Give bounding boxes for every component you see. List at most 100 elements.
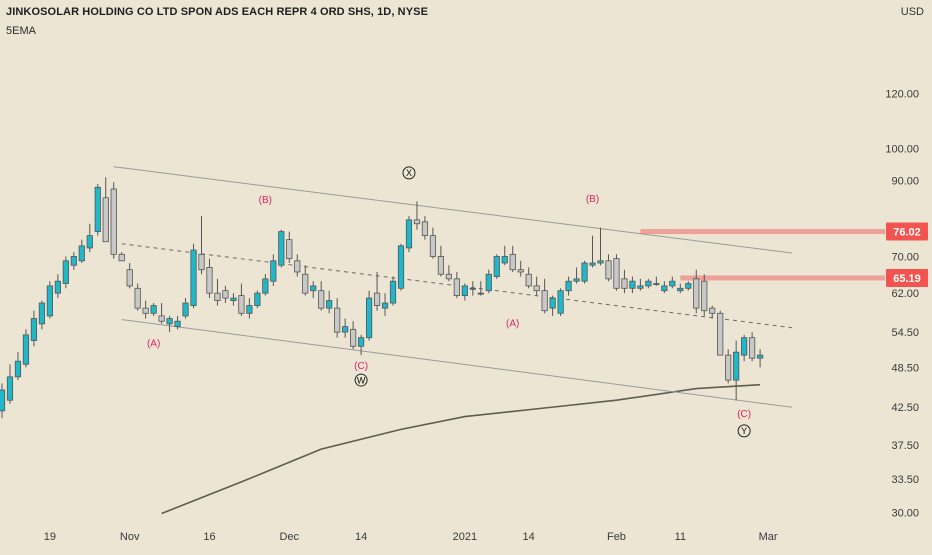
candle-body-up — [645, 280, 652, 287]
candle — [629, 276, 636, 294]
wave-label: (C) — [354, 361, 368, 372]
candle — [222, 285, 229, 304]
candle — [749, 332, 756, 362]
candle — [142, 300, 149, 319]
candle — [14, 352, 22, 381]
candle — [110, 182, 117, 259]
candle — [86, 223, 93, 253]
candle-body-down — [158, 315, 165, 322]
candle — [397, 243, 405, 291]
candle — [741, 334, 748, 362]
candle — [182, 298, 189, 319]
candle-body-down — [517, 269, 524, 273]
candle-body-up — [741, 337, 748, 356]
candle — [421, 216, 429, 240]
y-tick-label: 33.50 — [891, 474, 919, 486]
candle — [318, 281, 325, 311]
candle — [701, 274, 708, 316]
candle-body-up — [270, 260, 277, 282]
candle — [373, 271, 381, 311]
candle-body-up — [477, 292, 484, 295]
candle — [549, 295, 556, 316]
candle-body-down — [525, 273, 532, 287]
candle — [709, 305, 716, 319]
candle — [469, 281, 476, 296]
candle-body-up — [262, 278, 269, 294]
candle — [326, 290, 333, 314]
candle-body-down — [238, 295, 245, 314]
candle — [517, 260, 524, 277]
candle-body-up — [469, 287, 476, 290]
candle — [70, 252, 77, 270]
x-tick-label: 19 — [44, 531, 56, 543]
candle-body-up — [46, 285, 53, 317]
candle — [757, 349, 764, 368]
candle — [238, 283, 245, 316]
candle — [637, 278, 644, 291]
candle-body-up — [661, 285, 668, 292]
candle-body-down — [725, 354, 732, 381]
candle — [565, 276, 572, 296]
candle — [190, 243, 197, 309]
candle-body-down — [453, 278, 460, 296]
candle-body-up — [589, 262, 596, 266]
candle-body-up — [22, 334, 30, 365]
candle-body-up — [501, 256, 508, 264]
candle-body-down — [701, 280, 708, 312]
candle — [270, 254, 277, 286]
candle — [0, 383, 6, 419]
candle-body-up — [461, 285, 468, 296]
candle-body-up — [557, 290, 564, 314]
candle — [645, 278, 652, 289]
candle-body-up — [254, 292, 261, 306]
x-tick-label: Nov — [120, 531, 140, 543]
candle-body-up — [549, 297, 556, 309]
candle — [605, 254, 612, 282]
candle-body-up — [342, 326, 349, 333]
candle-body-up — [86, 235, 93, 249]
candle-body-up — [389, 280, 397, 304]
candle-body-up — [357, 337, 365, 347]
wave-circle-y — [737, 424, 751, 438]
candle — [493, 254, 500, 279]
candle-body-up — [677, 287, 684, 292]
candle-body-down — [541, 290, 548, 312]
candle — [717, 310, 724, 356]
candle-body-up — [581, 262, 588, 282]
candle — [653, 276, 660, 286]
candle-body-up — [637, 285, 644, 289]
candle — [461, 283, 468, 301]
wave-circle-w — [354, 373, 368, 387]
candle-body-down — [373, 292, 381, 306]
candle — [501, 245, 508, 266]
currency-label[interactable]: USD — [900, 6, 924, 18]
indicator-label[interactable]: 5EMA — [6, 25, 36, 37]
candle — [246, 298, 253, 319]
price-tag-76.02: 76.02 — [893, 227, 921, 239]
candle — [310, 281, 317, 299]
candle — [485, 269, 492, 294]
candle-body-up — [733, 351, 740, 381]
candle — [214, 278, 221, 306]
candle — [381, 293, 389, 316]
candle-body-down — [613, 258, 620, 289]
candle — [158, 303, 165, 324]
price-tag-65.19: 65.19 — [893, 273, 921, 285]
y-tick-label: 48.50 — [891, 362, 919, 374]
wave-label-y: Y — [741, 426, 747, 436]
candle — [54, 274, 61, 299]
candle — [62, 256, 69, 289]
channel-lower-line — [121, 319, 793, 408]
candle — [334, 298, 341, 338]
y-tick-label: 30.00 — [891, 508, 919, 520]
candle-body-down — [445, 273, 452, 280]
candle-body-up — [397, 245, 405, 289]
candle — [30, 310, 38, 347]
x-tick-label: Feb — [607, 531, 626, 543]
candle-body-up — [381, 302, 389, 309]
level-line-76.02 — [640, 229, 885, 235]
wave-label: (A) — [506, 318, 519, 329]
candle — [126, 263, 133, 289]
